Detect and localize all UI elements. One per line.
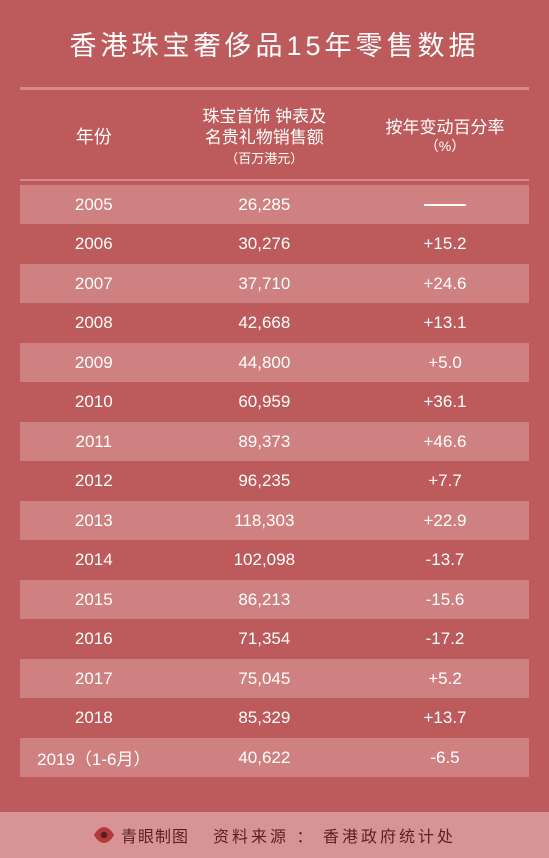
cell-year: 2015 xyxy=(20,590,168,610)
cell-year: 2011 xyxy=(20,432,168,452)
cell-year: 2009 xyxy=(20,353,168,373)
cell-value: 75,045 xyxy=(168,669,361,689)
cell-change: +24.6 xyxy=(361,274,529,294)
table-row: 201671,354-17.2 xyxy=(20,619,529,659)
table-row: 201775,045+5.2 xyxy=(20,659,529,699)
cell-value: 42,668 xyxy=(168,313,361,333)
cell-change: +5.2 xyxy=(361,669,529,689)
cell-value: 60,959 xyxy=(168,392,361,412)
col-header-change-sub: （%） xyxy=(361,138,529,156)
cell-year: 2012 xyxy=(20,471,168,491)
cell-year: 2013 xyxy=(20,511,168,531)
table-row: 200526,285 xyxy=(20,185,529,225)
cell-value: 37,710 xyxy=(168,274,361,294)
source-label: 资料来源 ： xyxy=(213,829,315,846)
cell-value: 96,235 xyxy=(168,471,361,491)
credit: 青眼制图 xyxy=(93,823,189,847)
dash-icon xyxy=(424,204,466,206)
cell-change: +13.7 xyxy=(361,708,529,728)
table-row: 201189,373+46.6 xyxy=(20,422,529,462)
divider-mid xyxy=(20,179,529,181)
source-value: 香港政府统计处 xyxy=(323,829,456,846)
table-row: 200737,710+24.6 xyxy=(20,264,529,304)
cell-change: +36.1 xyxy=(361,392,529,412)
cell-value: 85,329 xyxy=(168,708,361,728)
table-row: 201296,235+7.7 xyxy=(20,461,529,501)
cell-change: +13.1 xyxy=(361,313,529,333)
cell-change: -6.5 xyxy=(361,748,529,768)
cell-year: 2010 xyxy=(20,392,168,412)
cell-change: +7.7 xyxy=(361,471,529,491)
col-header-value-line1: 珠宝首饰 钟表及 xyxy=(202,107,326,126)
table-row: 201586,213-15.6 xyxy=(20,580,529,620)
col-header-value-line2: 名贵礼物销售额 xyxy=(205,128,324,147)
table-row: 2019（1-6月）40,622-6.5 xyxy=(20,738,529,778)
cell-year: 2014 xyxy=(20,550,168,570)
cell-value: 30,276 xyxy=(168,234,361,254)
col-header-year: 年份 xyxy=(20,123,168,149)
col-header-value-sub: （百万港元） xyxy=(168,151,361,167)
source: 资料来源 ： 香港政府统计处 xyxy=(213,823,456,847)
eye-icon xyxy=(93,827,115,843)
cell-change: +22.9 xyxy=(361,511,529,531)
table-row: 201060,959+36.1 xyxy=(20,382,529,422)
cell-change: -13.7 xyxy=(361,550,529,570)
cell-change xyxy=(361,195,529,215)
table-row: 2013118,303+22.9 xyxy=(20,501,529,541)
table-body: 200526,285200630,276+15.2200737,710+24.6… xyxy=(20,185,529,778)
table-row: 2014102,098-13.7 xyxy=(20,540,529,580)
cell-value: 26,285 xyxy=(168,195,361,215)
table-header: 年份 珠宝首饰 钟表及 名贵礼物销售额 （百万港元） 按年变动百分率 （%） xyxy=(20,90,529,179)
col-header-value: 珠宝首饰 钟表及 名贵礼物销售额 （百万港元） xyxy=(168,106,361,167)
table-row: 200630,276+15.2 xyxy=(20,224,529,264)
cell-value: 71,354 xyxy=(168,629,361,649)
cell-value: 40,622 xyxy=(168,748,361,768)
col-header-change-line1: 按年变动百分率 xyxy=(386,118,505,137)
cell-change: +46.6 xyxy=(361,432,529,452)
table-row: 201885,329+13.7 xyxy=(20,698,529,738)
cell-value: 102,098 xyxy=(168,550,361,570)
cell-year: 2007 xyxy=(20,274,168,294)
col-header-change: 按年变动百分率 （%） xyxy=(361,117,529,156)
cell-change: -15.6 xyxy=(361,590,529,610)
infographic-container: 香港珠宝奢侈品15年零售数据 年份 珠宝首饰 钟表及 名贵礼物销售额 （百万港元… xyxy=(0,0,549,858)
table-row: 200842,668+13.1 xyxy=(20,303,529,343)
credit-text: 青眼制图 xyxy=(121,823,189,847)
cell-change: +5.0 xyxy=(361,353,529,373)
cell-value: 89,373 xyxy=(168,432,361,452)
cell-value: 86,213 xyxy=(168,590,361,610)
title: 香港珠宝奢侈品15年零售数据 xyxy=(20,18,529,69)
cell-year: 2005 xyxy=(20,195,168,215)
cell-change: -17.2 xyxy=(361,629,529,649)
cell-value: 118,303 xyxy=(168,511,361,531)
table-row: 200944,800+5.0 xyxy=(20,343,529,383)
cell-year: 2018 xyxy=(20,708,168,728)
cell-value: 44,800 xyxy=(168,353,361,373)
cell-year: 2008 xyxy=(20,313,168,333)
cell-year: 2019（1-6月） xyxy=(20,745,168,770)
cell-year: 2006 xyxy=(20,234,168,254)
cell-year: 2016 xyxy=(20,629,168,649)
cell-change: +15.2 xyxy=(361,234,529,254)
cell-year: 2017 xyxy=(20,669,168,689)
footer: 青眼制图 资料来源 ： 香港政府统计处 xyxy=(0,812,549,858)
